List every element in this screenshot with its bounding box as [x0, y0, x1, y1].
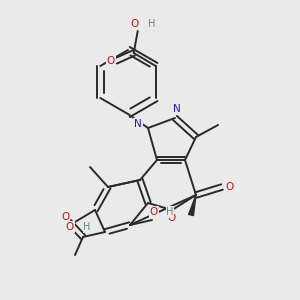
Text: O: O [61, 212, 69, 222]
Text: H: H [166, 207, 174, 217]
Text: O: O [150, 207, 158, 217]
Text: O: O [226, 182, 234, 192]
Text: H: H [148, 19, 155, 29]
Text: N: N [173, 104, 181, 114]
Text: O: O [106, 56, 115, 66]
Polygon shape [189, 195, 196, 216]
Text: N: N [134, 119, 142, 129]
Text: H: H [83, 222, 91, 232]
Text: O: O [130, 19, 139, 29]
Text: O: O [168, 213, 176, 223]
Text: O: O [66, 222, 74, 232]
